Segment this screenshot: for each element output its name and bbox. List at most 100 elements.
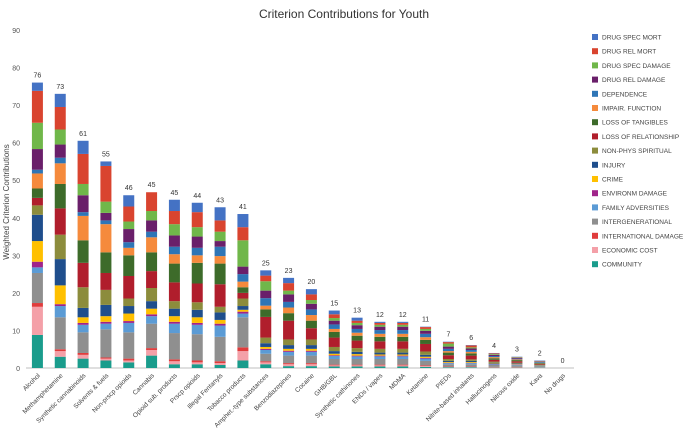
bar-segment xyxy=(328,355,340,356)
bar-segment xyxy=(31,261,43,268)
total-label: 61 xyxy=(79,131,87,138)
bar-segment xyxy=(397,324,409,327)
bar-segment xyxy=(237,298,249,307)
bar-segment xyxy=(54,163,66,184)
bar-segment xyxy=(420,360,432,366)
legend-swatch xyxy=(592,133,598,140)
bar-stack xyxy=(191,202,203,368)
bar-segment xyxy=(54,285,66,305)
bar-segment xyxy=(328,328,340,332)
bar-segment xyxy=(191,360,203,363)
bar-segment xyxy=(191,283,203,303)
bar-segment xyxy=(168,224,180,236)
bar-segment xyxy=(397,366,409,368)
bar-segment xyxy=(328,353,340,356)
total-label: 2 xyxy=(538,350,542,357)
bar-stack xyxy=(465,345,477,368)
bar-segment xyxy=(146,348,158,350)
bar-segment xyxy=(351,358,363,365)
bar-segment xyxy=(488,362,500,364)
bar-segment xyxy=(237,309,249,312)
legend-label: ECONOMIC COST xyxy=(602,248,658,255)
bar-segment xyxy=(77,352,89,355)
bar-segment xyxy=(305,300,317,304)
bar-segment xyxy=(465,355,477,360)
bar-segment xyxy=(237,227,249,241)
bar-stack xyxy=(260,270,272,368)
bar-segment xyxy=(100,161,112,166)
bar-segment xyxy=(374,366,386,368)
bar-segment xyxy=(465,359,477,361)
bar-segment xyxy=(237,287,249,293)
bar-segment xyxy=(31,306,43,335)
bar-segment xyxy=(374,333,386,337)
bar-segment xyxy=(283,363,295,365)
bar-segment xyxy=(374,364,386,366)
legend-label: DRUG REL DAMAGE xyxy=(602,77,666,84)
bar-segment xyxy=(123,242,135,248)
bar-segment xyxy=(260,346,272,349)
bar-segment xyxy=(420,339,432,344)
bar-segment xyxy=(305,364,317,367)
bar-segment xyxy=(465,348,477,350)
bar-segment xyxy=(77,358,89,368)
bar-segment xyxy=(351,325,363,329)
y-tick-label: 70 xyxy=(12,103,20,110)
bar-segment xyxy=(237,360,249,368)
legend-item: DRUG REL DAMAGE xyxy=(592,76,666,84)
bar-segment xyxy=(260,298,272,306)
bar-segment xyxy=(146,323,158,349)
legend-swatch xyxy=(592,34,598,40)
bar-segment xyxy=(31,173,43,189)
bar-segment xyxy=(374,352,386,355)
bar-segment xyxy=(100,329,112,358)
y-tick-label: 90 xyxy=(12,28,20,35)
legend-item: INJURY xyxy=(592,161,626,169)
bar-segment xyxy=(146,316,158,324)
bar-segment xyxy=(77,153,89,184)
bar-segment xyxy=(511,360,523,362)
bar-segment xyxy=(260,343,272,347)
bar-segment xyxy=(397,354,409,356)
bar-segment xyxy=(374,321,386,323)
bar-segment xyxy=(351,320,363,323)
bar-segment xyxy=(465,349,477,352)
bar-segment xyxy=(283,307,295,314)
bar-segment xyxy=(397,321,409,323)
bar-segment xyxy=(260,275,272,282)
bar-stack xyxy=(305,289,317,368)
total-label: 73 xyxy=(56,84,64,91)
bar-stack xyxy=(420,326,432,368)
bar-segment xyxy=(168,361,180,365)
bar-segment xyxy=(283,339,295,346)
bar-segment xyxy=(260,362,272,365)
bar-stack xyxy=(168,199,180,368)
total-label: 20 xyxy=(308,279,316,286)
bar-segment xyxy=(374,356,386,359)
y-tick-label: 50 xyxy=(12,178,20,185)
bar-segment xyxy=(465,360,477,362)
bar-stack xyxy=(488,352,500,368)
bar-segment xyxy=(214,364,226,368)
bar-segment xyxy=(100,304,112,317)
bar-segment xyxy=(283,277,295,284)
bar-segment xyxy=(351,348,363,352)
legend-label: DRUG SPEC MORT xyxy=(602,35,661,42)
bar-segment xyxy=(237,214,249,228)
bar-segment xyxy=(54,351,66,357)
bar-segment xyxy=(123,313,135,322)
bar-segment xyxy=(305,309,317,316)
legend-label: DRUG REL MORT xyxy=(602,49,656,56)
bar-segment xyxy=(168,246,180,255)
bar-segment xyxy=(465,351,477,354)
bar-segment xyxy=(397,336,409,342)
total-label: 25 xyxy=(262,260,270,267)
bar-segment xyxy=(283,320,295,340)
bar-segment xyxy=(123,275,135,299)
bar-segment xyxy=(420,356,432,358)
legend-label: LOSS OF RELATIONSHIP xyxy=(602,134,679,141)
bar-segment xyxy=(168,211,180,225)
bar-segment xyxy=(488,364,500,365)
bar-segment xyxy=(100,316,112,322)
legend-item: NON-PHYS SPIRITUAL xyxy=(592,147,672,155)
